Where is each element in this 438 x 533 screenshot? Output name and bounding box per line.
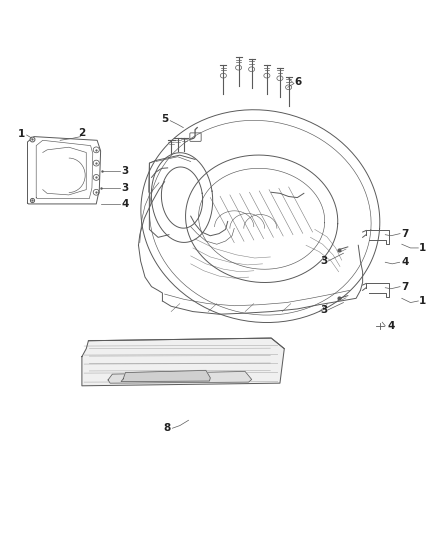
Text: 1: 1 (419, 243, 426, 253)
Text: 7: 7 (402, 229, 409, 239)
Text: 3: 3 (122, 166, 129, 176)
Text: 1: 1 (419, 296, 426, 306)
Text: 4: 4 (387, 321, 395, 331)
Text: 6: 6 (295, 77, 302, 87)
Polygon shape (121, 370, 210, 382)
Text: 5: 5 (161, 114, 168, 124)
Text: 4: 4 (402, 257, 409, 267)
Text: 3: 3 (122, 183, 129, 193)
Text: 2: 2 (78, 128, 85, 138)
Text: 7: 7 (402, 281, 409, 292)
Text: 3: 3 (320, 305, 327, 315)
Text: 1: 1 (18, 129, 25, 139)
Polygon shape (108, 372, 252, 383)
Text: 8: 8 (163, 423, 170, 433)
Text: 3: 3 (320, 256, 327, 266)
Text: 4: 4 (122, 199, 129, 209)
Polygon shape (82, 338, 284, 386)
